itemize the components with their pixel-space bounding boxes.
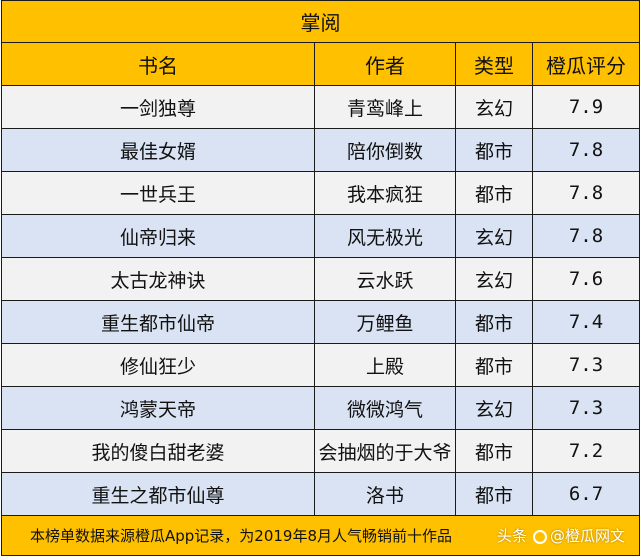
watermark: 头条 @橙瓜网文 xyxy=(497,525,625,546)
score-cell: 7.6 xyxy=(532,257,640,301)
table-row: 我的傻白甜老婆 会抽烟的于大爷 都市 7.2 xyxy=(1,429,640,473)
header-author: 作者 xyxy=(314,42,456,86)
watermark-name: @橙瓜网文 xyxy=(549,527,625,545)
author-cell: 万鲤鱼 xyxy=(314,300,456,344)
header-score: 橙瓜评分 xyxy=(532,42,640,86)
book-cell: 鸿蒙天帝 xyxy=(1,386,315,430)
book-cell: 我的傻白甜老婆 xyxy=(1,429,315,473)
score-cell: 7.3 xyxy=(532,386,640,430)
author-cell: 我本疯狂 xyxy=(314,171,456,215)
watermark-prefix: 头条 xyxy=(496,527,527,545)
author-cell: 青鸾峰上 xyxy=(314,85,456,129)
score-cell: 6.7 xyxy=(532,472,640,516)
table-title: 掌阅 xyxy=(1,0,640,43)
table-row: 重生之都市仙尊 洛书 都市 6.7 xyxy=(1,472,640,516)
genre-cell: 玄幻 xyxy=(455,214,533,258)
author-cell: 上殿 xyxy=(314,343,456,387)
author-cell: 风无极光 xyxy=(314,214,456,258)
score-cell: 7.4 xyxy=(532,300,640,344)
book-cell: 修仙狂少 xyxy=(1,343,315,387)
author-cell: 陪你倒数 xyxy=(314,128,456,172)
footnote-text: 本榜单数据来源橙瓜App记录，为2019年8月人气畅销前十作品 xyxy=(30,527,453,545)
genre-cell: 都市 xyxy=(455,472,533,516)
genre-cell: 都市 xyxy=(455,300,533,344)
table-row: 重生都市仙帝 万鲤鱼 都市 7.4 xyxy=(1,300,640,344)
author-cell: 会抽烟的于大爷 xyxy=(314,429,456,473)
table-row: 鸿蒙天帝 微微鸿气 玄幻 7.3 xyxy=(1,386,640,430)
watermark-logo-icon xyxy=(532,530,547,544)
header-genre: 类型 xyxy=(455,42,533,86)
genre-cell: 都市 xyxy=(455,429,533,473)
author-cell: 云水跃 xyxy=(314,257,456,301)
footnote-cell: 本榜单数据来源橙瓜App记录，为2019年8月人气畅销前十作品 头条 @橙瓜网文 xyxy=(1,515,640,556)
genre-cell: 玄幻 xyxy=(455,257,533,301)
table-row: 修仙狂少 上殿 都市 7.3 xyxy=(1,343,640,387)
score-cell: 7.8 xyxy=(532,171,640,215)
genre-cell: 都市 xyxy=(455,128,533,172)
header-book: 书名 xyxy=(1,42,315,86)
score-cell: 7.3 xyxy=(532,343,640,387)
author-cell: 微微鸿气 xyxy=(314,386,456,430)
footer-row: 本榜单数据来源橙瓜App记录，为2019年8月人气畅销前十作品 头条 @橙瓜网文 xyxy=(1,515,640,556)
table-row: 一剑独尊 青鸾峰上 玄幻 7.9 xyxy=(1,85,640,129)
title-row: 掌阅 xyxy=(1,0,640,43)
book-cell: 仙帝归来 xyxy=(1,214,315,258)
book-cell: 一世兵王 xyxy=(1,171,315,215)
book-cell: 一剑独尊 xyxy=(1,85,315,129)
table-row: 一世兵王 我本疯狂 都市 7.8 xyxy=(1,171,640,215)
genre-cell: 都市 xyxy=(455,343,533,387)
genre-cell: 都市 xyxy=(455,171,533,215)
score-cell: 7.8 xyxy=(532,214,640,258)
genre-cell: 玄幻 xyxy=(455,85,533,129)
table-row: 仙帝归来 风无极光 玄幻 7.8 xyxy=(1,214,640,258)
book-cell: 重生都市仙帝 xyxy=(1,300,315,344)
header-row: 书名 作者 类型 橙瓜评分 xyxy=(1,42,640,86)
book-cell: 太古龙神诀 xyxy=(1,257,315,301)
score-cell: 7.2 xyxy=(532,429,640,473)
score-cell: 7.8 xyxy=(532,128,640,172)
table-row: 最佳女婿 陪你倒数 都市 7.8 xyxy=(1,128,640,172)
book-cell: 最佳女婿 xyxy=(1,128,315,172)
author-cell: 洛书 xyxy=(314,472,456,516)
genre-cell: 玄幻 xyxy=(455,386,533,430)
book-cell: 重生之都市仙尊 xyxy=(1,472,315,516)
score-cell: 7.9 xyxy=(532,85,640,129)
table-row: 太古龙神诀 云水跃 玄幻 7.6 xyxy=(1,257,640,301)
